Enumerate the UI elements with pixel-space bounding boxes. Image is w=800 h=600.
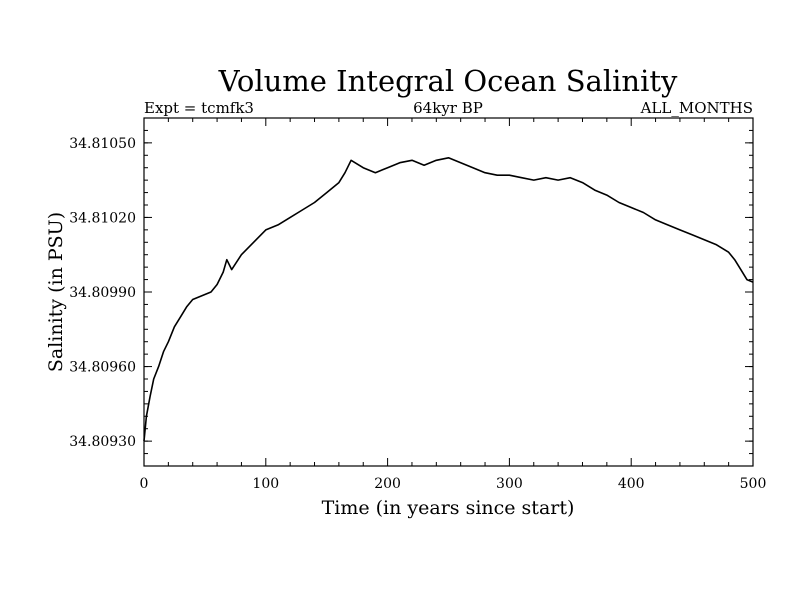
chart-subtitle-center: 64kyr BP bbox=[413, 99, 483, 117]
x-axis-ticks: 0 100 200 300 400 500 bbox=[140, 118, 767, 492]
chart-subtitle-right: ALL_MONTHS bbox=[640, 99, 753, 117]
x-tick-label: 200 bbox=[374, 476, 401, 492]
x-tick-label: 500 bbox=[740, 476, 767, 492]
y-tick-label: 34.80930 bbox=[69, 434, 136, 450]
chart-subtitle-left: Expt = tcmfk3 bbox=[144, 99, 254, 117]
y-axis-ticks: 34.80930 34.80960 34.80990 34.81020 34.81050 bbox=[69, 129, 753, 455]
x-tick-label: 100 bbox=[252, 476, 279, 492]
salinity-series-line bbox=[143, 157, 754, 442]
x-tick-label: 300 bbox=[496, 476, 523, 492]
y-tick-label: 34.81020 bbox=[69, 210, 136, 226]
y-tick-label: 34.80960 bbox=[69, 360, 136, 376]
plot-frame bbox=[143, 117, 754, 467]
chart-title: Volume Integral Ocean Salinity bbox=[218, 64, 678, 98]
x-tick-label: 0 bbox=[140, 476, 149, 492]
x-axis-label: Time (in years since start) bbox=[322, 497, 575, 519]
y-axis-label: Salinity (in PSU) bbox=[45, 212, 67, 372]
series-layer bbox=[143, 157, 754, 442]
x-tick-label: 400 bbox=[618, 476, 645, 492]
y-tick-label: 34.80990 bbox=[69, 285, 136, 301]
y-tick-label: 34.81050 bbox=[69, 136, 136, 152]
